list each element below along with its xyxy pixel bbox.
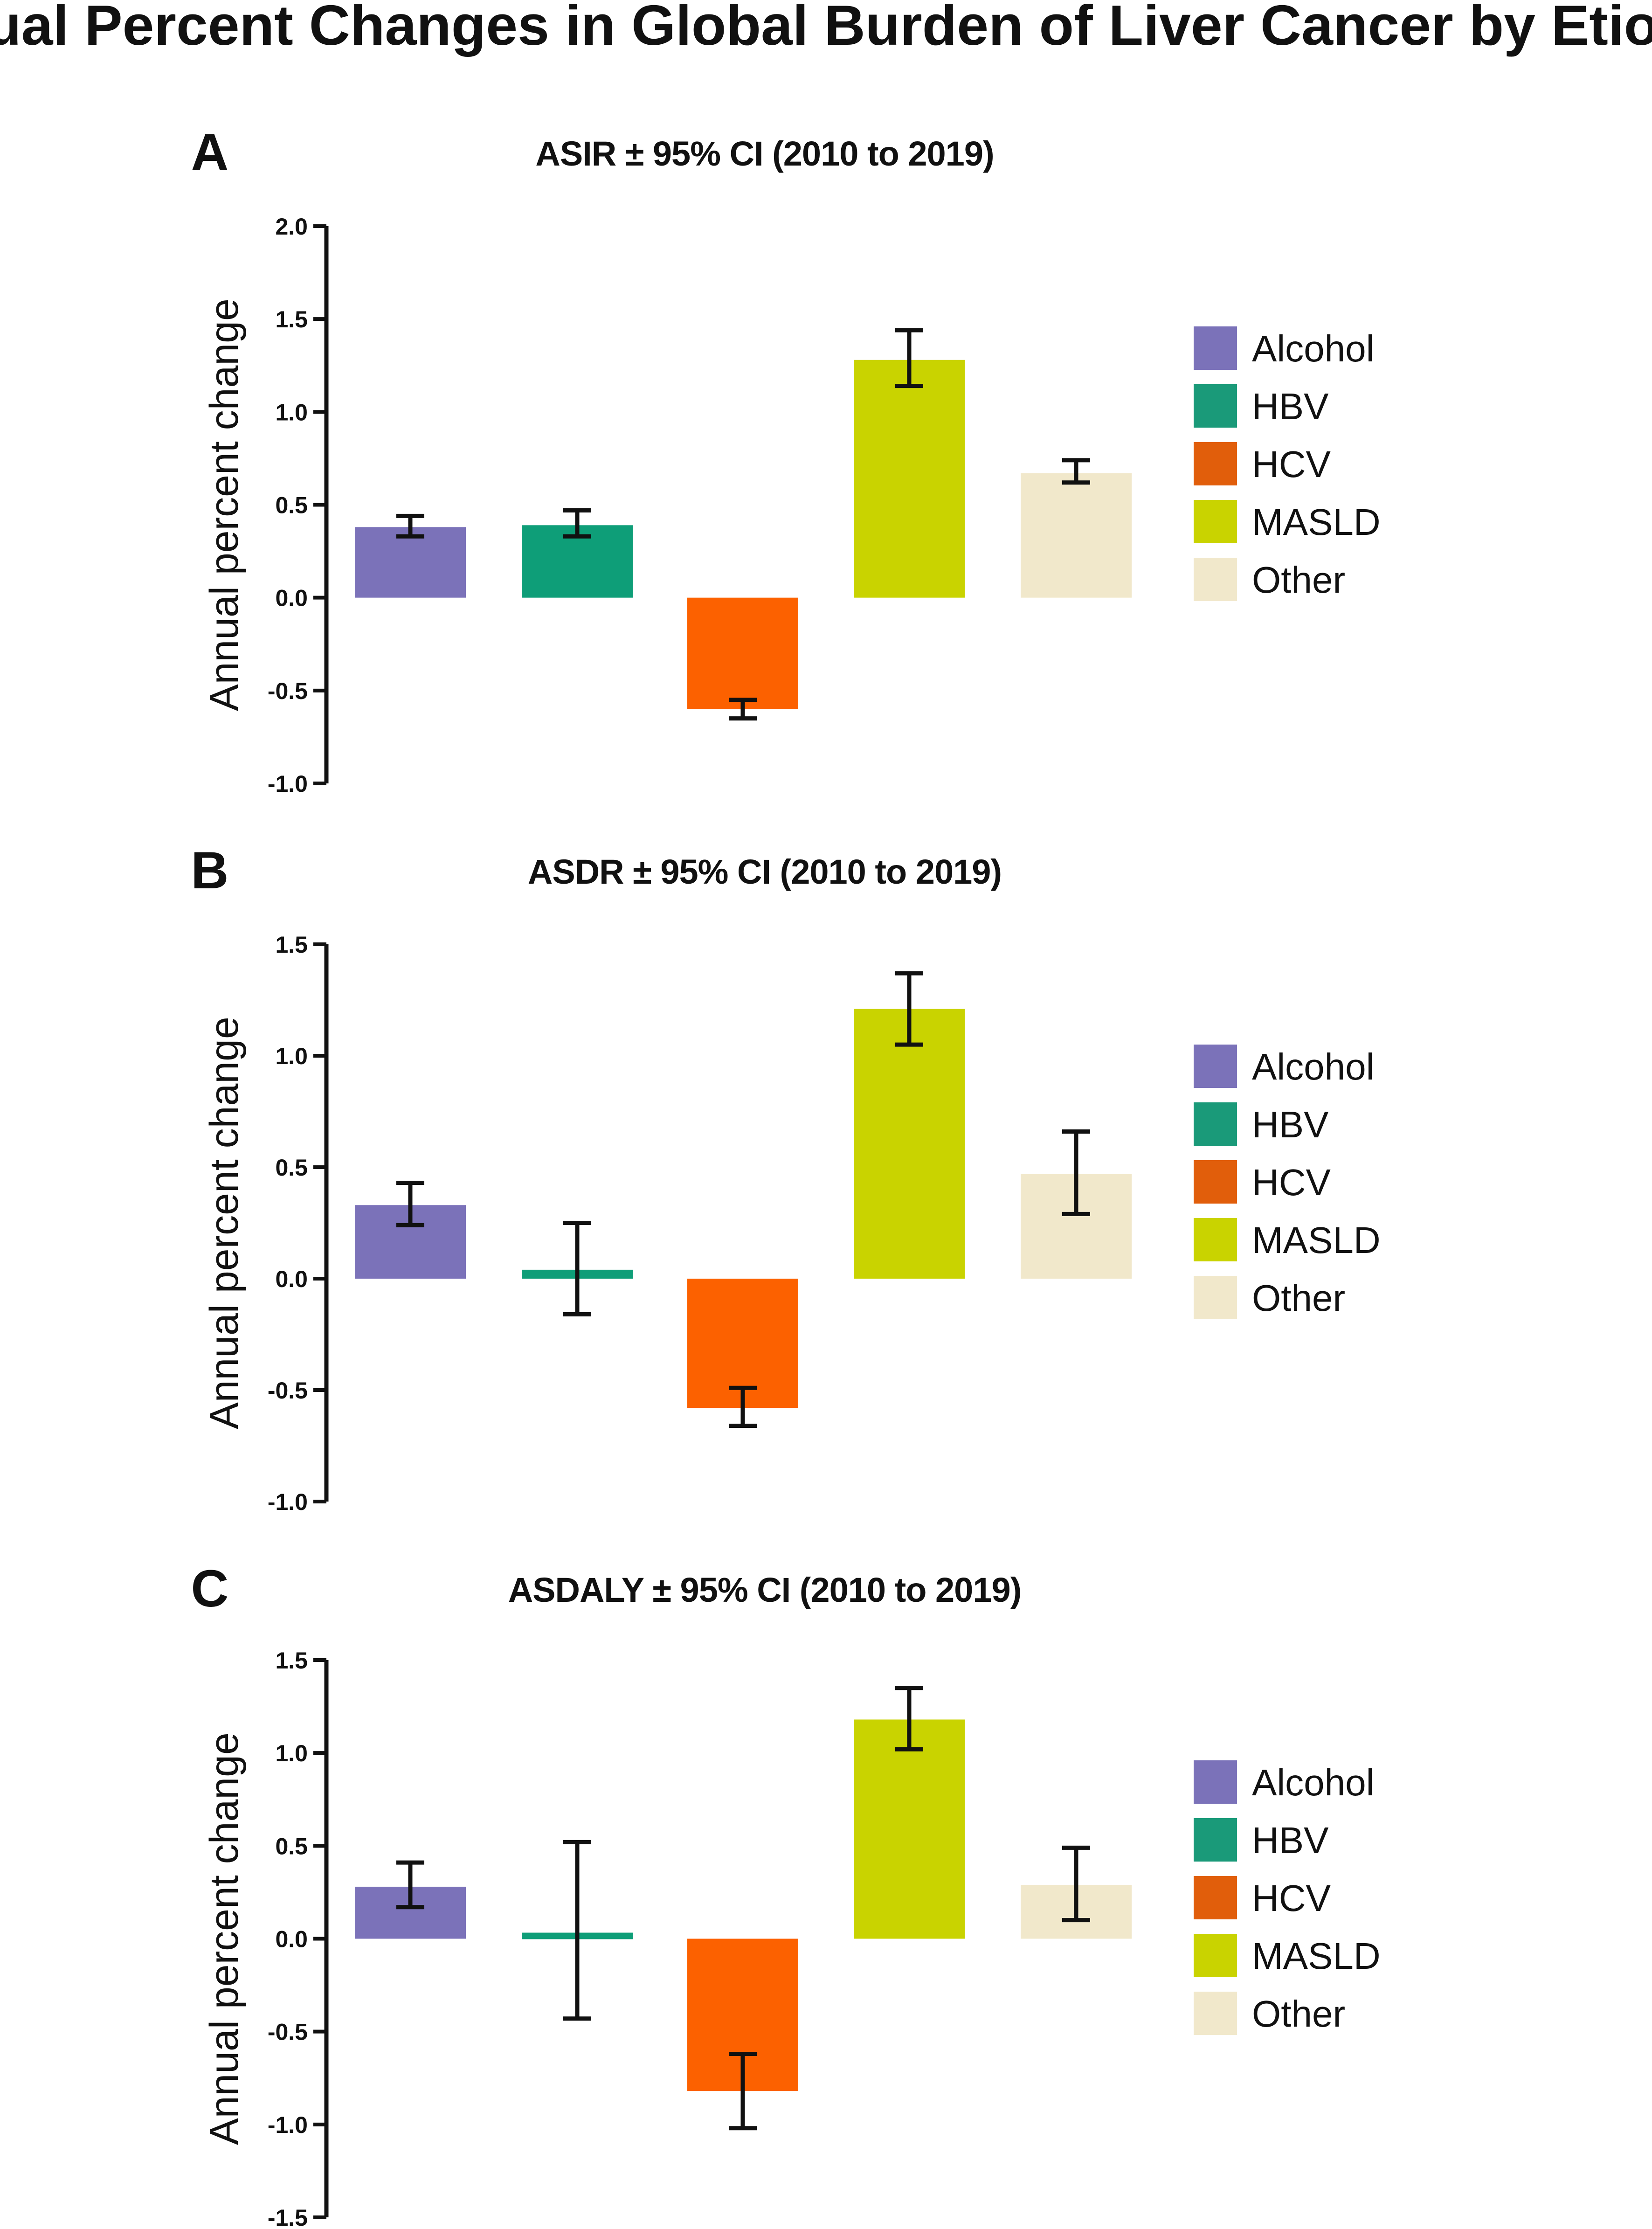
legend-label-hbv: HBV — [1252, 1104, 1329, 1145]
legend-swatch-alcohol — [1194, 1760, 1237, 1804]
legend-label-masld: MASLD — [1252, 501, 1381, 543]
y-axis-label: Annual percent change — [202, 298, 247, 711]
legend-swatch-other — [1194, 1992, 1237, 2035]
figure-title: Annual Percent Changes in Global Burden … — [0, 0, 1652, 57]
legend-label-other: Other — [1252, 1277, 1345, 1319]
y-tick-label: 0.5 — [275, 1155, 308, 1181]
legend-swatch-alcohol — [1194, 326, 1237, 370]
legend-label-hbv: HBV — [1252, 386, 1329, 427]
y-tick-label: 2.0 — [275, 214, 308, 240]
legend-swatch-other — [1194, 1276, 1237, 1319]
y-tick-label: 1.5 — [275, 306, 308, 332]
y-tick-label: -1.0 — [268, 1489, 308, 1515]
legend-swatch-other — [1194, 558, 1237, 601]
y-axis-label: Annual percent change — [202, 1732, 247, 2145]
panel-b: B ASDR ± 95% CI (2010 to 2019) -1.0 -0.5 0.0… — [191, 841, 1381, 1515]
panels: A ASIR ± 95% CI (2010 to 2019) -1.0 -0.5 0.0… — [191, 123, 1381, 2229]
legend-swatch-alcohol — [1194, 1045, 1237, 1088]
legend-label-masld: MASLD — [1252, 1935, 1381, 1977]
legend-swatch-hcv — [1194, 1160, 1237, 1204]
legend-label-alcohol: Alcohol — [1252, 1046, 1374, 1087]
y-tick-label: -0.5 — [268, 1378, 308, 1404]
panel-title: ASDR ± 95% CI (2010 to 2019) — [528, 852, 1002, 891]
legend-label-hcv: HCV — [1252, 1877, 1331, 1919]
legend-swatch-hbv — [1194, 1818, 1237, 1862]
bar-masld — [854, 1719, 965, 1939]
legend-swatch-masld — [1194, 1218, 1237, 1261]
legend-label-other: Other — [1252, 559, 1345, 601]
panel-title: ASIR ± 95% CI (2010 to 2019) — [535, 134, 994, 173]
legend-label-other: Other — [1252, 1993, 1345, 2035]
legend-swatch-masld — [1194, 500, 1237, 543]
y-axis-label: Annual percent change — [202, 1017, 247, 1429]
bar-hcv — [687, 597, 798, 709]
y-tick-label: -1.0 — [268, 771, 308, 797]
legend-label-hcv: HCV — [1252, 1162, 1331, 1203]
legend-swatch-masld — [1194, 1934, 1237, 1977]
legend-label-alcohol: Alcohol — [1252, 1762, 1374, 1803]
panel-letter: C — [191, 1559, 229, 1618]
y-tick-label: 0.0 — [275, 585, 308, 611]
y-tick-label: 1.0 — [275, 399, 308, 425]
legend-swatch-hcv — [1194, 1876, 1237, 1919]
y-tick-label: 0.5 — [275, 1833, 308, 1859]
y-tick-label: -1.0 — [268, 2112, 308, 2138]
legend-swatch-hbv — [1194, 1102, 1237, 1146]
panel-a: A ASIR ± 95% CI (2010 to 2019) -1.0 -0.5 0.0… — [191, 123, 1381, 797]
y-tick-label: 1.5 — [275, 932, 308, 958]
legend-label-hcv: HCV — [1252, 443, 1331, 485]
legend-swatch-hcv — [1194, 442, 1237, 485]
bar-masld — [854, 360, 965, 598]
y-tick-label: 0.0 — [275, 1926, 308, 1952]
panel-c: C ASDALY ± 95% CI (2010 to 2019) -1.5 -1.0 -… — [191, 1559, 1381, 2229]
legend-label-masld: MASLD — [1252, 1219, 1381, 1261]
panel-title: ASDALY ± 95% CI (2010 to 2019) — [508, 1571, 1022, 1609]
y-tick-label: -0.5 — [268, 2019, 308, 2045]
y-tick-label: 1.5 — [275, 1648, 308, 1674]
y-tick-label: -0.5 — [268, 678, 308, 704]
y-tick-label: 1.0 — [275, 1740, 308, 1766]
bar-alcohol — [355, 527, 466, 598]
bar-other — [1021, 473, 1132, 598]
bar-masld — [854, 1009, 965, 1279]
legend-label-alcohol: Alcohol — [1252, 328, 1374, 369]
y-tick-label: 1.0 — [275, 1043, 308, 1069]
legend-label-hbv: HBV — [1252, 1820, 1329, 1861]
y-tick-label: -1.5 — [268, 2205, 308, 2229]
panel-letter: B — [191, 841, 229, 900]
y-tick-label: 0.5 — [275, 492, 308, 519]
panel-letter: A — [191, 123, 229, 181]
legend-swatch-hbv — [1194, 384, 1237, 428]
y-tick-label: 0.0 — [275, 1266, 308, 1292]
